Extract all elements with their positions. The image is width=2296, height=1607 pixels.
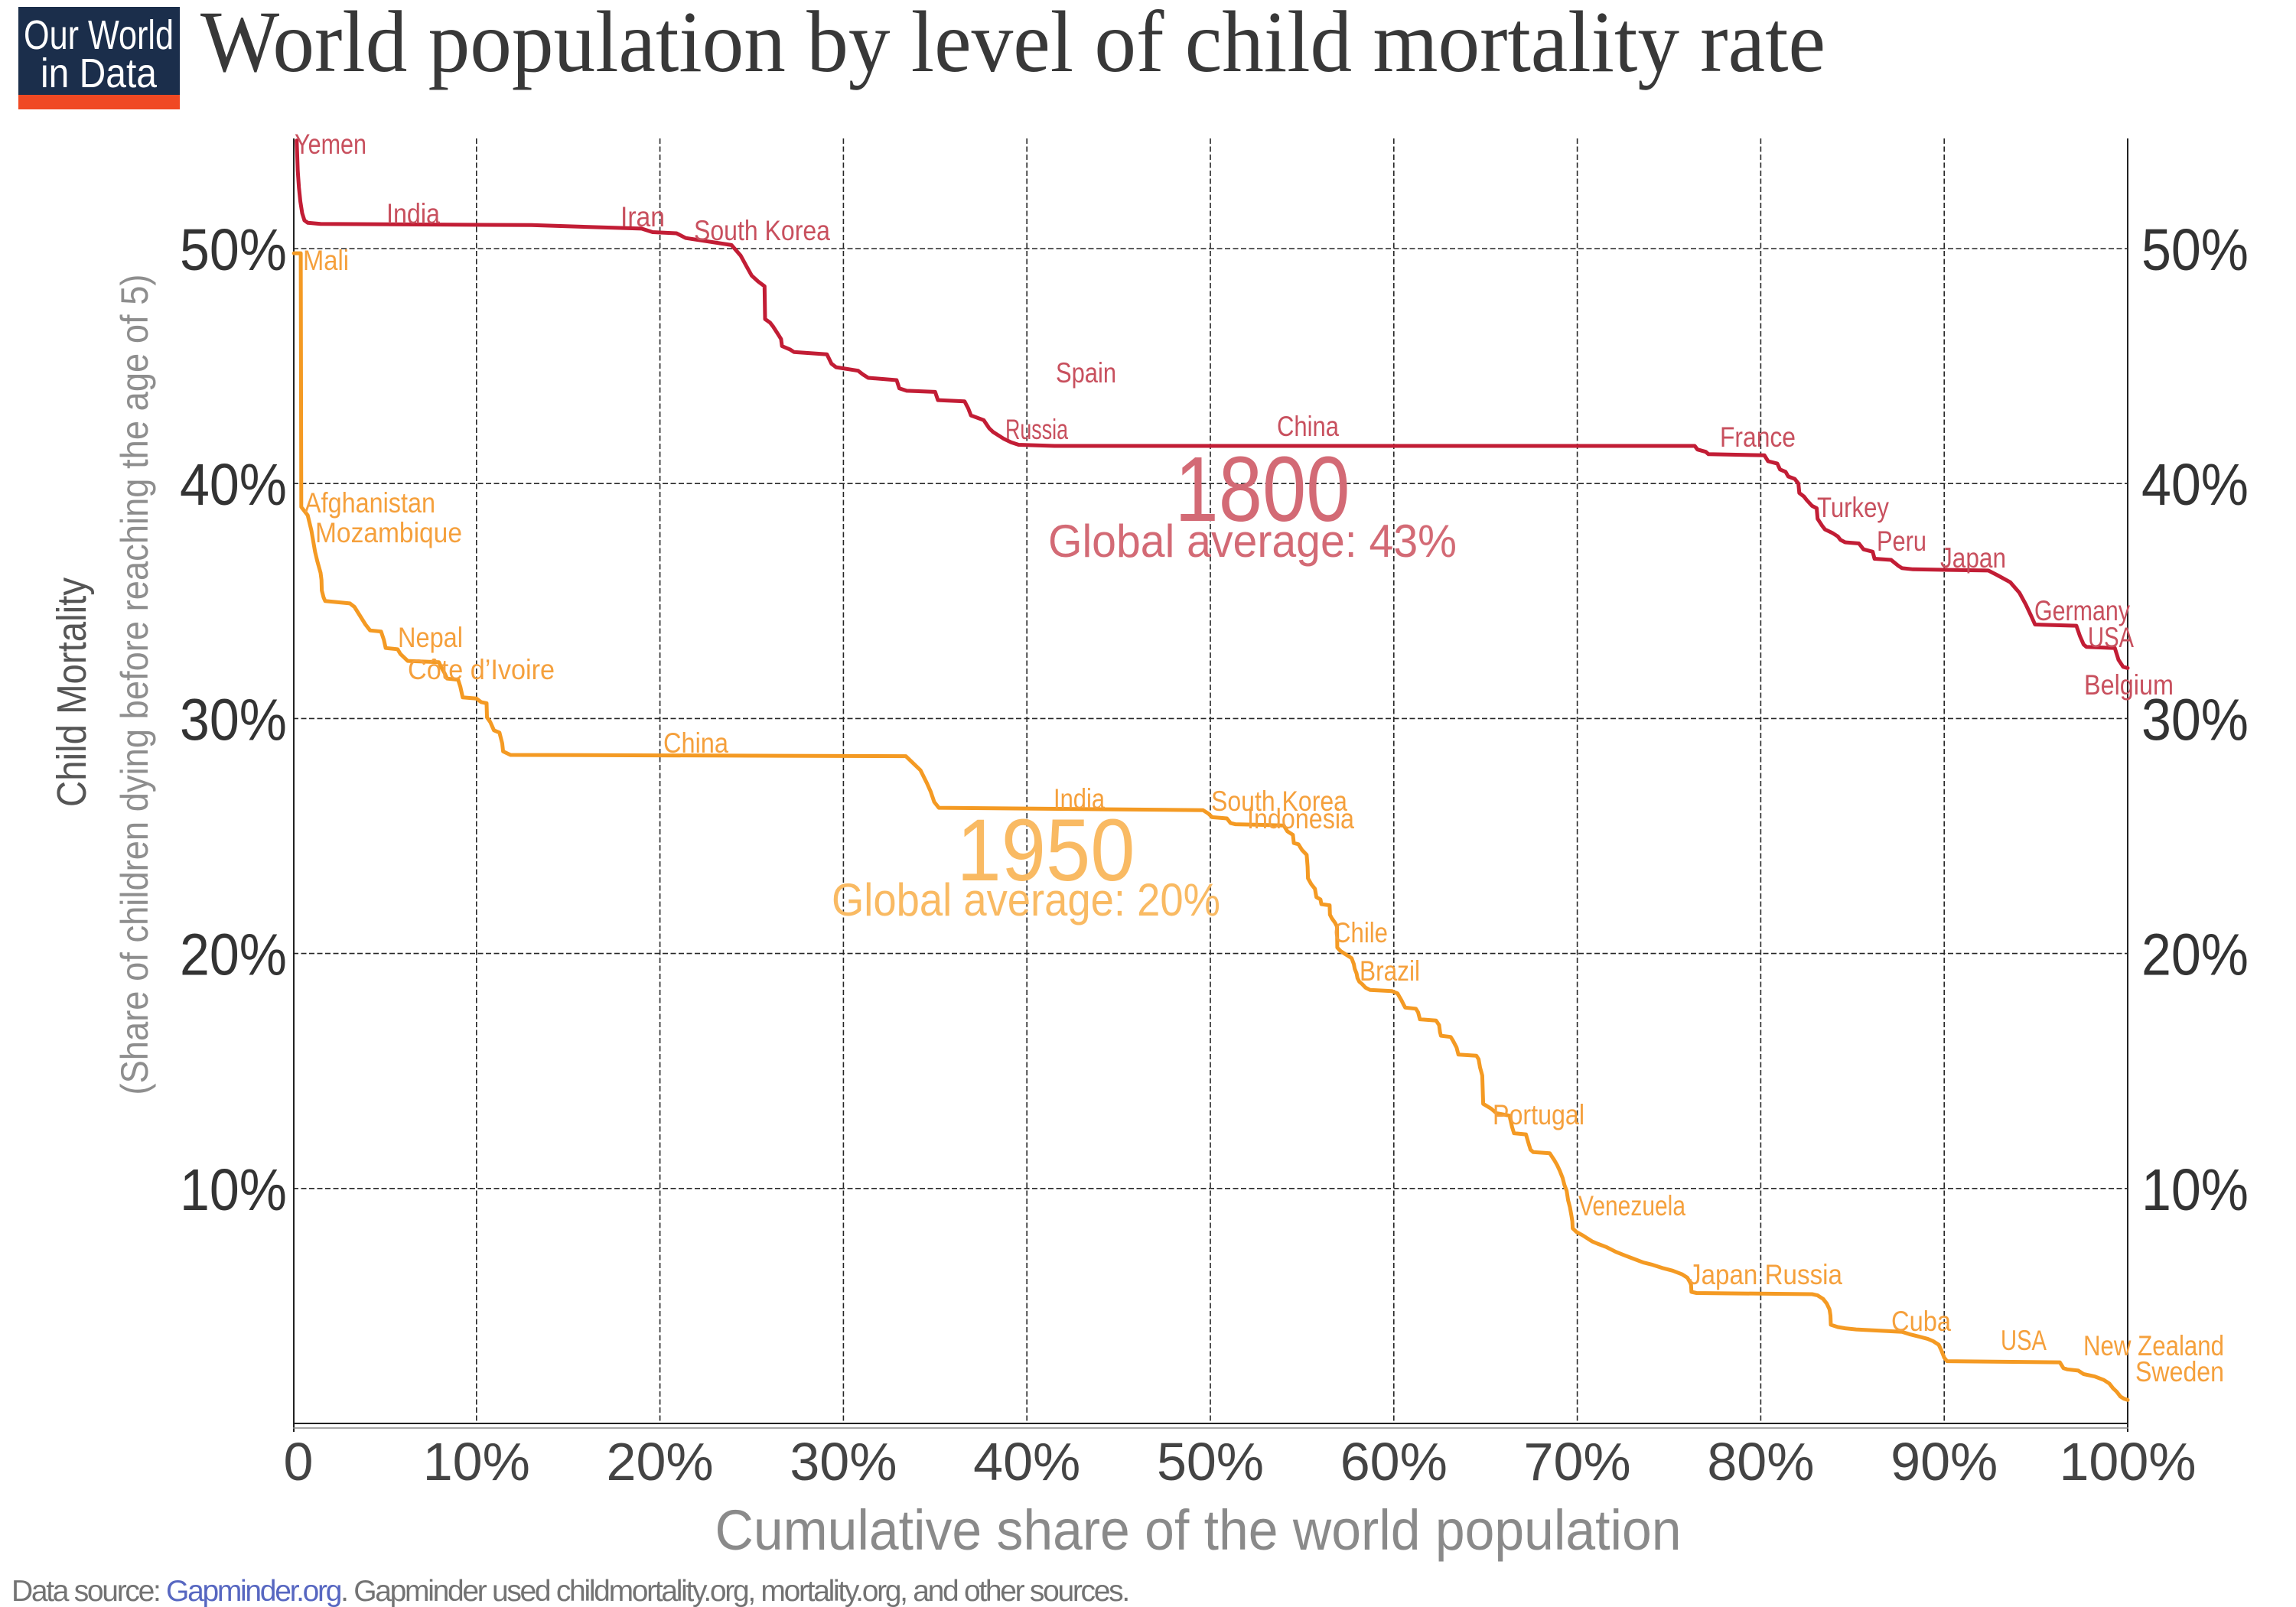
svg-text:Japan: Japan <box>1940 542 2006 574</box>
svg-text:Portugal: Portugal <box>1493 1099 1584 1130</box>
svg-text:Global average: 20%: Global average: 20% <box>832 874 1220 925</box>
svg-text:India: India <box>1054 783 1105 815</box>
svg-text:20%: 20% <box>180 922 287 988</box>
svg-text:50%: 50% <box>180 217 287 283</box>
svg-text:China: China <box>1277 411 1339 442</box>
svg-text:Germany: Germany <box>2034 595 2130 626</box>
svg-text:USA: USA <box>2001 1325 2047 1356</box>
svg-text:South Korea: South Korea <box>1211 786 1347 817</box>
svg-text:30%: 30% <box>2141 687 2249 753</box>
svg-text:20%: 20% <box>2141 922 2249 988</box>
svg-text:Cumulative share of the world: Cumulative share of the world population <box>715 1498 1682 1562</box>
svg-text:Peru: Peru <box>1877 525 1926 557</box>
svg-text:Sweden: Sweden <box>2135 1356 2224 1387</box>
svg-text:Nepal: Nepal <box>398 622 463 653</box>
svg-text:Cuba: Cuba <box>1891 1306 1951 1337</box>
svg-text:Venezuela: Venezuela <box>1578 1190 1685 1222</box>
svg-text:40%: 40% <box>180 452 287 518</box>
svg-text:Belgium: Belgium <box>2084 669 2174 701</box>
svg-text:Spain: Spain <box>1056 357 1116 389</box>
svg-text:Child Mortality: Child Mortality <box>49 577 95 807</box>
svg-text:50%: 50% <box>1157 1432 1264 1492</box>
svg-text:Data source: Gapminder.org. Ga: Data source: Gapminder.org. Gapminder us… <box>11 1575 1128 1607</box>
svg-text:Afghanistan: Afghanistan <box>305 487 435 519</box>
svg-text:10%: 10% <box>423 1432 530 1492</box>
svg-text:China: China <box>663 727 728 759</box>
svg-text:60%: 60% <box>1340 1432 1448 1492</box>
svg-text:Indonesia: Indonesia <box>1247 803 1354 834</box>
svg-text:70%: 70% <box>1524 1432 1631 1492</box>
svg-text:Our World: Our World <box>24 12 174 58</box>
svg-text:Côte d’Ivoire: Côte d’Ivoire <box>408 654 555 685</box>
svg-text:Russia: Russia <box>1005 414 1068 445</box>
svg-text:100%: 100% <box>2059 1432 2196 1492</box>
svg-text:Chile: Chile <box>1334 917 1388 948</box>
svg-text:40%: 40% <box>973 1432 1080 1492</box>
svg-text:20%: 20% <box>607 1432 714 1492</box>
svg-text:30%: 30% <box>790 1432 897 1492</box>
svg-text:10%: 10% <box>2141 1157 2249 1223</box>
svg-text:Mali: Mali <box>303 245 349 276</box>
svg-text:Japan Russia: Japan Russia <box>1689 1259 1842 1290</box>
svg-text:India: India <box>386 198 440 229</box>
svg-text:0: 0 <box>284 1432 314 1492</box>
svg-text:90%: 90% <box>1891 1432 1998 1492</box>
svg-text:40%: 40% <box>2141 452 2249 518</box>
svg-text:Yemen: Yemen <box>295 128 366 160</box>
svg-text:World population by level of c: World population by level of child morta… <box>200 0 1825 90</box>
svg-text:Brazil: Brazil <box>1360 955 1420 987</box>
svg-text:10%: 10% <box>180 1157 287 1223</box>
svg-text:South Korea: South Korea <box>694 215 830 246</box>
svg-text:80%: 80% <box>1707 1432 1814 1492</box>
svg-text:Mozambique: Mozambique <box>315 517 462 548</box>
svg-text:New Zealand: New Zealand <box>2083 1330 2224 1361</box>
svg-text:Turkey: Turkey <box>1817 492 1889 523</box>
svg-text:Iran: Iran <box>620 201 665 233</box>
svg-text:Global average: 43%: Global average: 43% <box>1048 516 1457 567</box>
svg-text:50%: 50% <box>2141 217 2249 283</box>
svg-text:30%: 30% <box>180 687 287 753</box>
svg-text:(Share of children dying befor: (Share of children dying before reaching… <box>113 275 156 1095</box>
svg-text:1950: 1950 <box>957 802 1135 899</box>
svg-text:France: France <box>1720 421 1796 453</box>
svg-text:1800: 1800 <box>1175 437 1350 541</box>
svg-text:USA: USA <box>2088 622 2134 653</box>
svg-text:in Data: in Data <box>41 50 158 96</box>
